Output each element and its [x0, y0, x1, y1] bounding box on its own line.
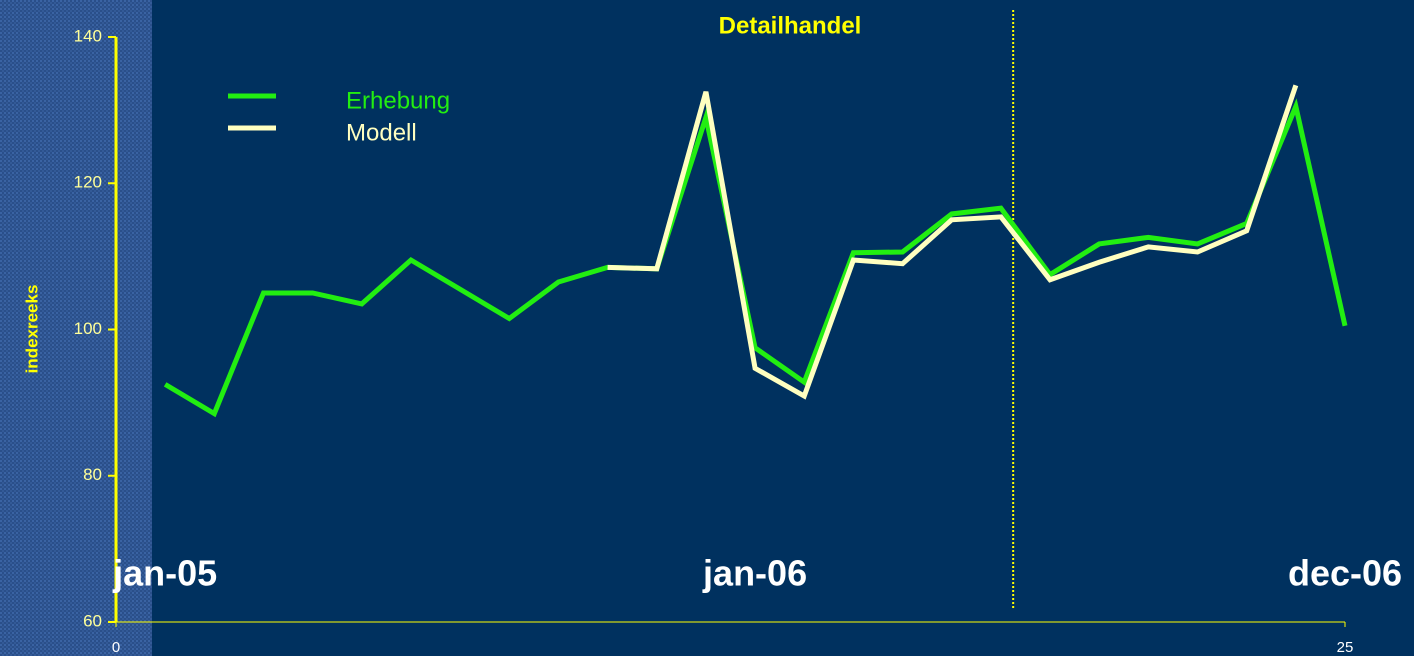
y-tick-label: 60 [83, 611, 102, 630]
x-tick-label: 0 [112, 639, 120, 656]
y-tick-label: 100 [74, 319, 102, 338]
chart-title: Detailhandel [719, 12, 862, 39]
annotation: jan-06 [702, 553, 807, 594]
y-axis-label: indexreeks [22, 285, 41, 374]
annotation: dec-06 [1288, 553, 1402, 594]
side-strip [0, 0, 152, 656]
legend-label: Erhebung [346, 87, 450, 114]
y-tick-label: 140 [74, 26, 102, 45]
series-line [607, 84, 1299, 400]
y-tick-label: 80 [83, 465, 102, 484]
legend-label: Modell [346, 119, 417, 146]
annotation: jan-05 [112, 553, 217, 594]
series-line [163, 98, 1348, 418]
x-tick-label: 25 [1337, 639, 1354, 656]
y-tick-label: 120 [74, 173, 102, 192]
